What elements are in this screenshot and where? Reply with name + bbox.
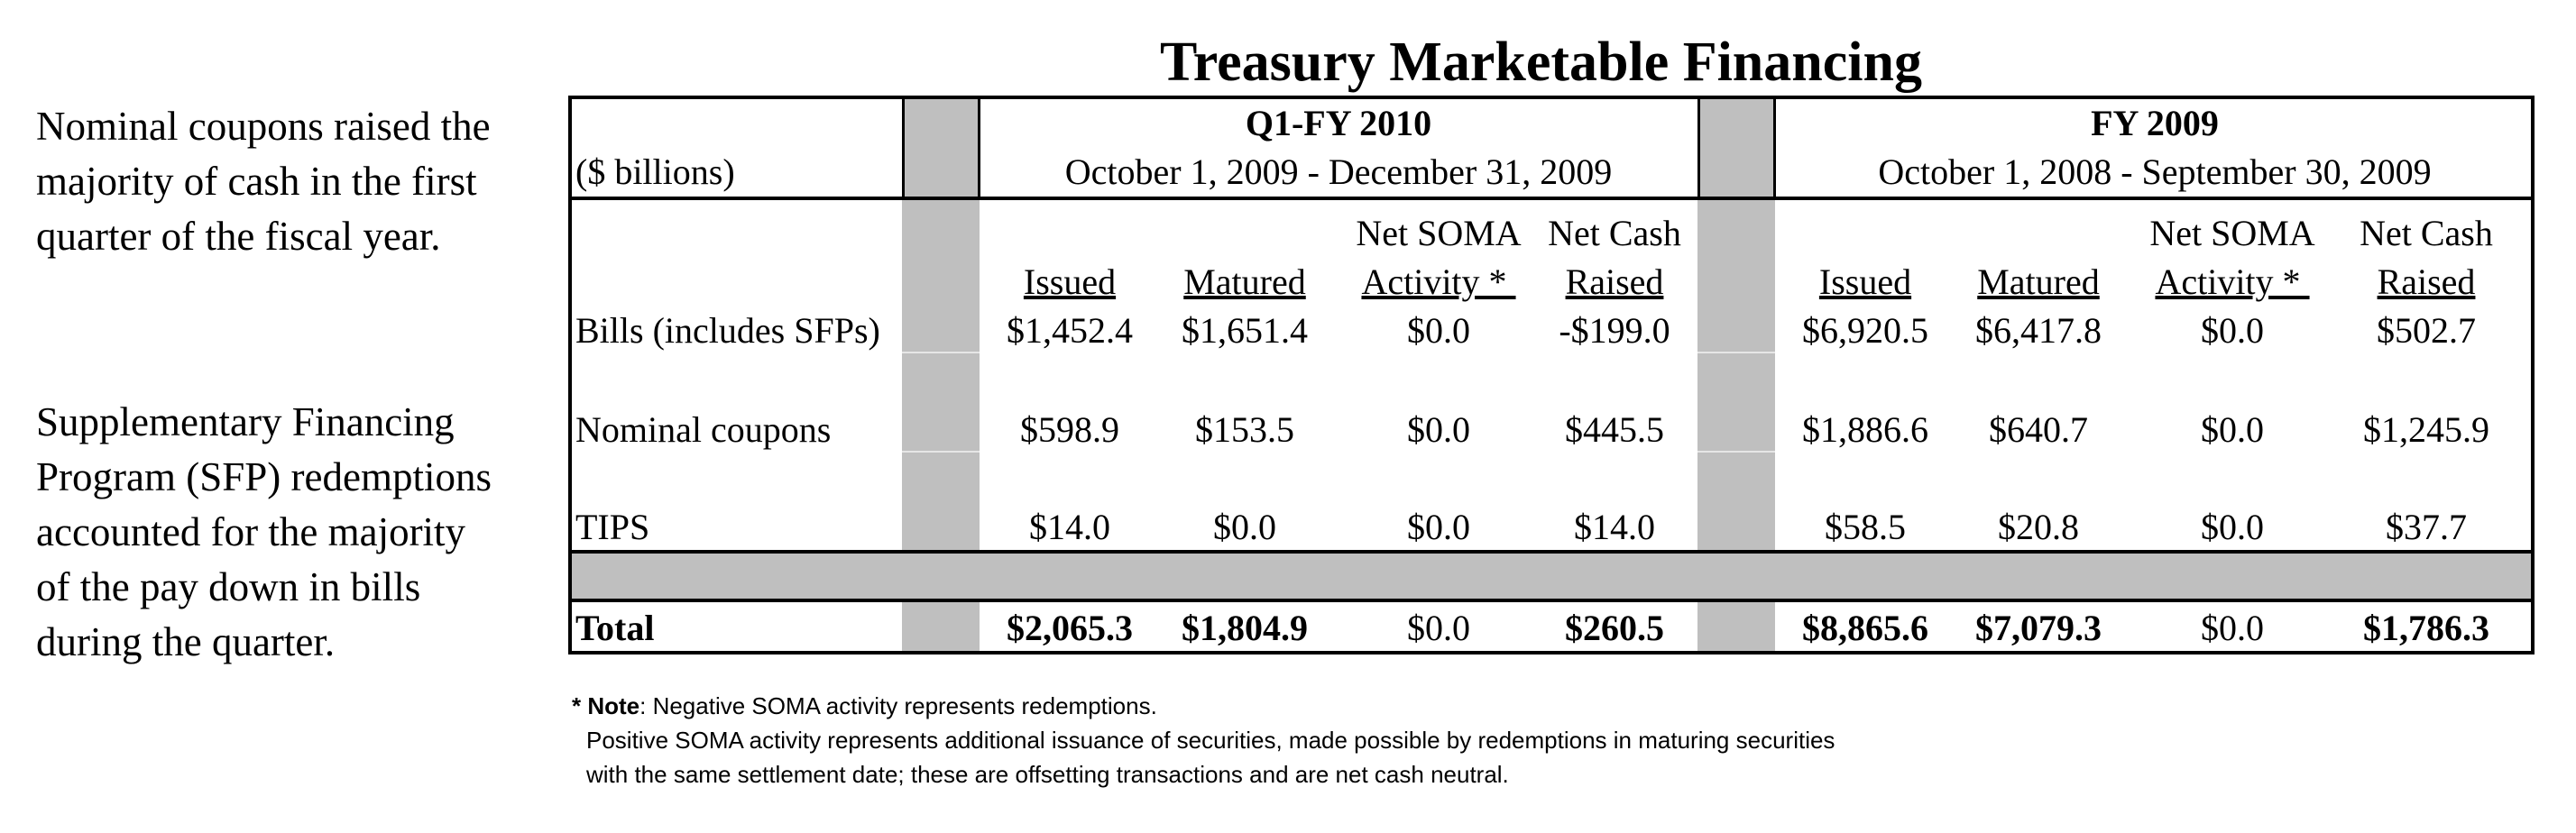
- row-label-tips: TIPS: [575, 507, 650, 547]
- rule-v3: [1697, 96, 1700, 200]
- table-border: [568, 96, 2535, 654]
- col-header-line1: Net Cash: [1548, 213, 1681, 253]
- table-cell: $58.5: [1825, 507, 1906, 547]
- table-cell: $0.0: [2201, 507, 2264, 547]
- total-cell: $260.5: [1565, 608, 1664, 648]
- table-cell: $14.0: [1574, 507, 1655, 547]
- rule-total-top-2: [568, 599, 2535, 602]
- total-cell: $2,065.3: [1007, 608, 1133, 648]
- period-q1-name: Q1-FY 2010: [1245, 103, 1432, 143]
- period-fy-range: October 1, 2008 - September 30, 2009: [1878, 151, 2432, 192]
- table-cell: $0.0: [2201, 409, 2264, 450]
- col-header-soma: Activity *: [2155, 261, 2310, 302]
- spacer-gap: [1697, 451, 1775, 453]
- table-cell: $1,651.4: [1182, 310, 1308, 351]
- footnote-line-1: * Note: Negative SOMA activity represent…: [572, 689, 1835, 723]
- table-cell: $1,452.4: [1007, 310, 1133, 351]
- footnote-marker: * Note: [572, 692, 640, 719]
- footnote: * Note: Negative SOMA activity represent…: [572, 689, 1835, 792]
- row-label-bills: Bills (includes SFPs): [575, 310, 880, 351]
- footnote-line-3: with the same settlement date; these are…: [586, 761, 1509, 788]
- total-cell: $1,786.3: [2363, 608, 2489, 648]
- financing-table: ($ billions) Q1-FY 2010 October 1, 2009 …: [568, 96, 2535, 654]
- period-fy-name: FY 2009: [2091, 103, 2219, 143]
- spacer-gap: [902, 352, 980, 353]
- side-note-sfp-redemptions: Supplementary Financing Program (SFP) re…: [36, 399, 492, 664]
- table-cell: $445.5: [1565, 409, 1664, 450]
- row-label-total: Total: [575, 608, 655, 648]
- page-title: Treasury Marketable Financing: [1160, 32, 1922, 93]
- footnote-text-1: : Negative SOMA activity represents rede…: [639, 692, 1157, 719]
- table-cell: $640.7: [1989, 409, 2088, 450]
- table-cell: $1,245.9: [2363, 409, 2489, 450]
- units-label: ($ billions): [575, 151, 735, 192]
- total-cell: $8,865.6: [1802, 608, 1928, 648]
- col-header-line1: Net SOMA: [2149, 213, 2315, 253]
- table-cell: $20.8: [1998, 507, 2079, 547]
- table-cell: $37.7: [2386, 507, 2467, 547]
- footnote-line-2: Positive SOMA activity represents additi…: [586, 727, 1835, 754]
- rule-v1: [902, 96, 905, 200]
- table-cell: $1,886.6: [1802, 409, 1928, 450]
- total-cell: $0.0: [1407, 608, 1470, 648]
- table-cell: $6,417.8: [1975, 310, 2102, 351]
- col-header-net-cash: Raised: [1565, 261, 1664, 302]
- col-header-line1: Net Cash: [2360, 213, 2493, 253]
- rule-v2: [978, 96, 980, 200]
- table-cell: $0.0: [1407, 409, 1470, 450]
- period-q1-range: October 1, 2009 - December 31, 2009: [1064, 151, 1613, 192]
- table-cell: $0.0: [2201, 310, 2264, 351]
- table-cell: $6,920.5: [1802, 310, 1928, 351]
- col-header-issued: Issued: [1023, 261, 1117, 302]
- rule-header-bottom: [568, 197, 2535, 200]
- total-cell: $7,079.3: [1975, 608, 2102, 648]
- table-cell: $0.0: [1407, 507, 1470, 547]
- table-cell: $0.0: [1407, 310, 1470, 351]
- col-header-matured: Matured: [1977, 261, 2100, 302]
- side-note-nominal-coupons: Nominal coupons raised the majority of c…: [36, 104, 491, 259]
- total-cell: $0.0: [2201, 608, 2264, 648]
- table-cell: $153.5: [1195, 409, 1294, 450]
- col-header-issued: Issued: [1818, 261, 1912, 302]
- row-label-nominal-coupons: Nominal coupons: [575, 409, 832, 450]
- rule-v4: [1773, 96, 1776, 200]
- total-cell: $1,804.9: [1182, 608, 1308, 648]
- table-cell: $598.9: [1020, 409, 1119, 450]
- spacer-gap: [902, 451, 980, 453]
- rule-total-top: [568, 550, 2535, 554]
- col-header-net-cash: Raised: [2377, 261, 2476, 302]
- table-cell: $0.0: [1213, 507, 1276, 547]
- spacer-row: [568, 550, 2535, 600]
- table-cell: $502.7: [2377, 310, 2476, 351]
- col-header-line1: Net SOMA: [1356, 213, 1522, 253]
- col-header-matured: Matured: [1183, 261, 1306, 302]
- table-cell: $14.0: [1029, 507, 1110, 547]
- spacer-gap: [1697, 352, 1775, 353]
- table-cell: -$199.0: [1559, 310, 1670, 351]
- col-header-soma: Activity *: [1361, 261, 1516, 302]
